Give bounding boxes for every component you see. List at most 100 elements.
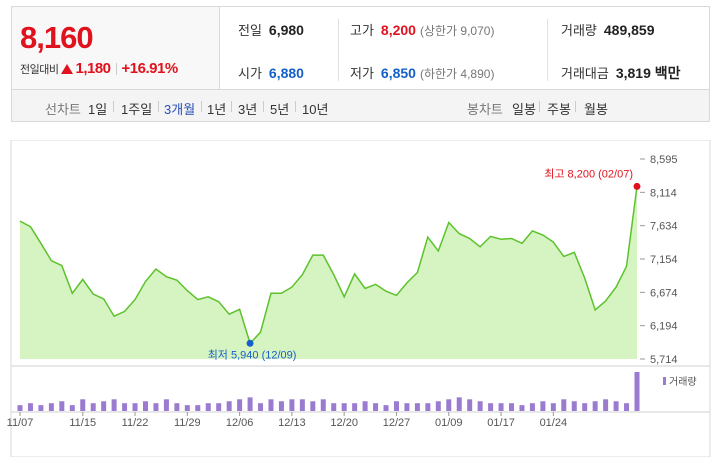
stat-low: 저가 6,850 (하한가 4,890) — [350, 63, 494, 82]
tab-3m[interactable]: 3개월 — [164, 102, 196, 117]
volume-bar — [550, 403, 556, 411]
volume-bar — [38, 405, 44, 411]
volume-bar — [299, 399, 305, 411]
stat-label: 거래량 — [561, 23, 597, 38]
tab-5y[interactable]: 5년 — [270, 102, 290, 117]
volume-bar — [634, 372, 640, 411]
volume-bar — [519, 405, 525, 411]
low-point-marker — [246, 339, 254, 347]
stat-volume: 거래량 489,859 — [561, 20, 655, 39]
line-chart-label: 선차트 — [45, 102, 81, 117]
x-tick-label: 01/24 — [540, 417, 568, 429]
volume-bar — [205, 403, 211, 411]
volume-bar — [163, 399, 169, 411]
volume-bar — [216, 403, 222, 411]
price-chart: 8,595 8,114 7,634 7,154 6,674 6,194 5,714 최고 8… — [0, 139, 713, 457]
stat-value: 489,859 — [603, 22, 655, 38]
x-tick-label: 11/07 — [7, 417, 34, 429]
chart-grid — [10, 139, 711, 457]
volume-bar — [122, 403, 128, 411]
stat-open: 시가 6,880 — [238, 63, 304, 82]
stat-high: 고가 8,200 (상한가 9,070) — [350, 20, 494, 39]
volume-bar — [195, 405, 201, 411]
tab-1d[interactable]: 1일 — [88, 102, 108, 117]
chart-svg: 8,595 8,114 7,634 7,154 6,674 6,194 5,714 최고 8… — [7, 139, 711, 457]
volume-bar — [101, 401, 107, 411]
stat-prev-close: 전일 6,980 — [238, 20, 304, 39]
x-tick-label: 11/29 — [174, 417, 201, 429]
tab-monthly[interactable]: 월봉 — [584, 102, 608, 117]
y-axis-ticks: 8,595 8,114 7,634 7,154 6,674 6,194 5,714 — [640, 154, 678, 366]
divider — [338, 19, 339, 81]
x-tick-label: 11/15 — [69, 417, 96, 429]
volume-bar — [142, 401, 148, 411]
tab-1y[interactable]: 1년 — [207, 102, 227, 117]
stat-amount: 거래대금 3,819 백만 — [561, 63, 681, 83]
volume-bar — [174, 403, 180, 411]
volume-bar — [80, 399, 86, 411]
tab-3y[interactable]: 3년 — [238, 102, 258, 117]
y-tick-label: 6,674 — [650, 287, 678, 299]
period-tabs: 선차트 1일 1주일 3개월 1년 3년 5년 10년 봉차트 일봉 주봉 월봉 — [11, 90, 710, 122]
volume-bar — [561, 399, 567, 411]
x-tick-label: 01/09 — [435, 417, 463, 429]
y-tick-label: 7,154 — [650, 254, 678, 266]
volume-bar — [320, 399, 326, 411]
volume-bar — [69, 405, 75, 411]
high-point-marker — [633, 182, 641, 190]
divider — [158, 101, 159, 112]
stat-label: 거래대금 — [561, 66, 609, 81]
change-percent: +16.91% — [121, 60, 179, 77]
y-tick-label: 8,595 — [650, 154, 678, 166]
candle-chart-label: 봉차트 — [467, 102, 503, 117]
volume-bars: 거래량 — [17, 372, 697, 411]
divider — [539, 101, 540, 112]
volume-bar — [383, 405, 389, 411]
volume-bar — [488, 403, 494, 411]
stats-panel: 전일 6,980 고가 8,200 (상한가 9,070) 거래량 489,85… — [220, 7, 709, 89]
x-tick-label: 11/22 — [122, 417, 149, 429]
tab-10y[interactable]: 10년 — [302, 102, 329, 117]
tab-weekly[interactable]: 주봉 — [547, 102, 571, 117]
divider — [263, 101, 264, 112]
up-triangle-icon — [61, 63, 74, 74]
chart-annotations: 최고 8,200 (02/07) 최저 5,940 (12/09) — [208, 167, 641, 361]
volume-bar — [613, 401, 619, 411]
stat-value: 6,880 — [268, 65, 304, 81]
volume-bar — [592, 401, 598, 411]
tab-1w[interactable]: 1주일 — [121, 102, 153, 117]
stat-label: 전일 — [238, 23, 262, 38]
low-annotation: 최저 5,940 (12/09) — [208, 348, 297, 361]
chart-border — [10, 139, 711, 457]
volume-bar — [456, 397, 462, 411]
volume-bar — [467, 399, 473, 411]
x-tick-label: 12/27 — [383, 417, 411, 429]
stat-value: 3,819 백만 — [615, 65, 681, 81]
stat-value: 6,980 — [268, 22, 304, 38]
volume-bar — [624, 403, 630, 411]
price-line — [19, 186, 638, 345]
tab-daily[interactable]: 일봉 — [512, 102, 536, 117]
volume-bar — [184, 405, 190, 411]
volume-bar — [529, 403, 535, 411]
change-label: 전일대비 — [20, 63, 59, 76]
stat-value: 6,850 — [380, 65, 416, 81]
volume-bar — [498, 403, 504, 411]
volume-bar — [404, 403, 410, 411]
divider — [547, 19, 548, 81]
divider — [295, 101, 296, 112]
volume-bar — [362, 401, 368, 411]
volume-bar — [278, 401, 284, 411]
volume-bar — [90, 403, 96, 411]
volume-bar — [59, 401, 65, 411]
y-tick-label: 8,114 — [650, 187, 677, 199]
volume-legend: 거래량 — [669, 376, 697, 388]
x-axis-ticks: 11/07 11/15 11/22 11/29 12/06 12/13 12/20 12/27… — [7, 412, 567, 429]
volume-bar — [247, 397, 253, 411]
volume-bar — [373, 403, 379, 411]
price-area — [20, 186, 637, 359]
volume-bar — [289, 399, 295, 411]
volume-bar — [341, 403, 347, 411]
y-tick-label: 6,194 — [650, 321, 678, 333]
stat-label: 저가 — [350, 66, 374, 81]
